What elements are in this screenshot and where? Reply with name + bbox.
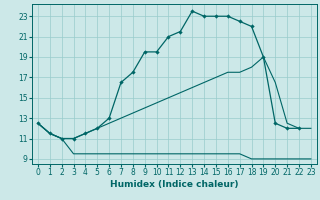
X-axis label: Humidex (Indice chaleur): Humidex (Indice chaleur) xyxy=(110,180,239,189)
